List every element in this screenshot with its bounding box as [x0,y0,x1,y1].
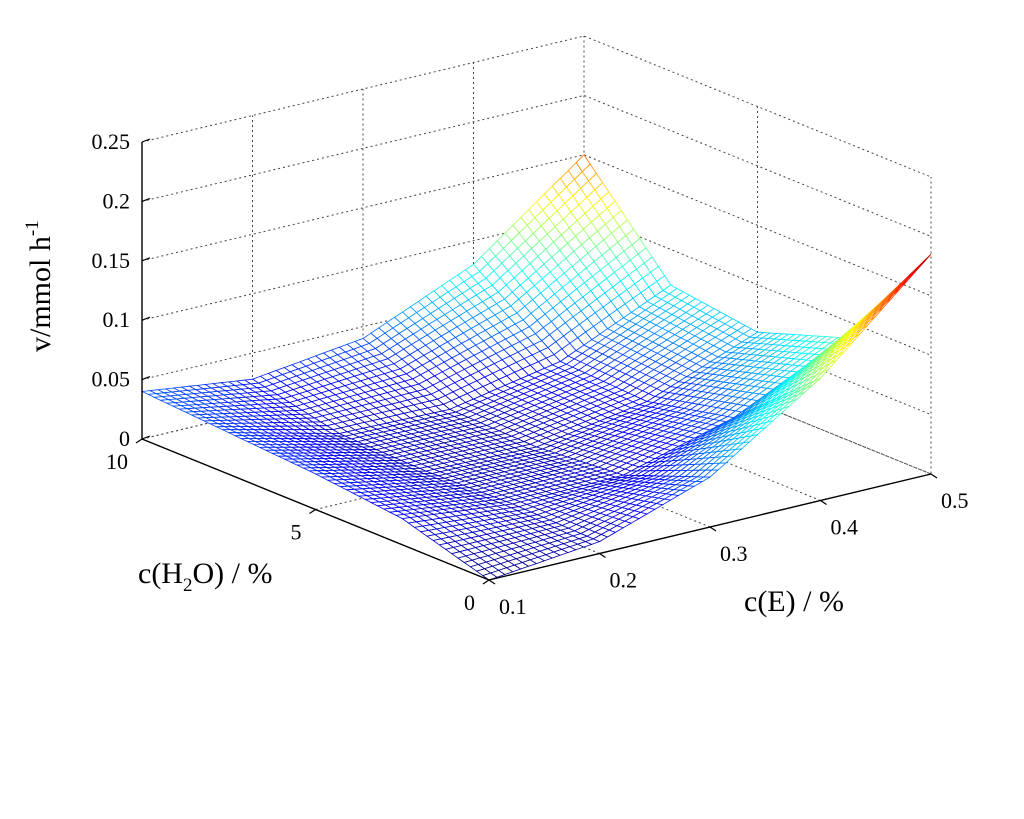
y-tick-label: 0 [464,590,475,615]
x-tick-mark [709,526,717,532]
x-tick-mark [488,579,496,585]
z-tick-label: 0.25 [92,129,131,154]
z-tick-mark [141,316,151,321]
y-tick-label: 10 [106,449,128,474]
x-tick-label: 0.1 [499,594,527,619]
grid-line-z [141,35,932,178]
x-tick-mark [599,553,606,558]
y-tick-label: 5 [291,520,302,545]
z-tick-mark [141,138,151,143]
z-tick-label: 0.1 [103,307,131,332]
grid-line-z [141,213,932,356]
z-tick-label: 0.2 [103,188,131,213]
x-tick-label: 0.5 [941,488,969,513]
z-tick-label: 0 [119,426,130,451]
z-tick-mark [141,376,151,381]
y-tick-mark [309,509,316,514]
z-tick-label: 0.15 [92,248,131,273]
x-tick-label: 0.3 [720,541,748,566]
surface-mesh [140,154,932,581]
z-tick-mark [141,257,151,262]
z-tick-mark [141,435,151,440]
y-axis-label: c(H2O) / % [138,557,272,596]
x-tick-label: 0.4 [831,515,859,540]
grid-line-z [141,154,932,297]
z-axis-label: v/mmol h-1 [22,220,57,352]
x-tick-mark [820,500,827,505]
y-tick-mark [135,438,143,444]
y-tick-mark [482,579,490,585]
z-tick-label: 0.05 [92,367,131,392]
x-axis-label: c(E) / % [744,585,844,618]
x-tick-mark [930,473,938,479]
grid-line-z [141,273,932,416]
x-tick-label: 0.2 [610,568,638,593]
grid-line-z [141,94,932,237]
z-tick-mark [141,197,151,202]
